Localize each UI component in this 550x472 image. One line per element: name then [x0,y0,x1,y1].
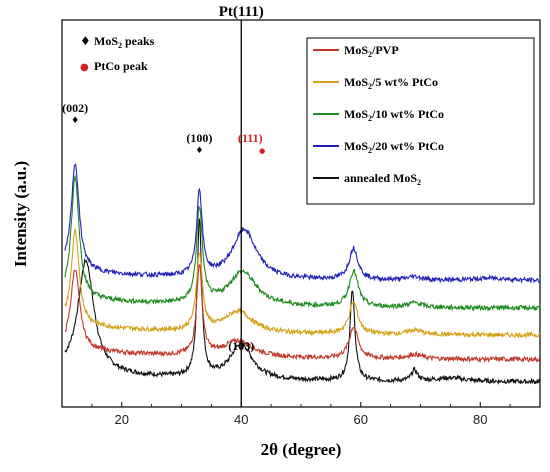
annotation-marker-0: ♦ [71,116,79,126]
legend-label-3: MoS2/20 wt% PtCo [344,139,444,155]
annotation-marker-1: ♦ [195,146,203,156]
series-layer [64,163,541,385]
annotation-label-1: (100) [186,131,212,145]
marker-key-symbol-1: ● [80,62,89,73]
annotation-label-4: (103) [228,339,254,353]
marker-key: ♦ MoS2 peaks ● PtCo peak [80,34,155,73]
legend-label-2: MoS2/10 wt% PtCo [344,107,444,123]
legend-box [306,37,535,205]
x-axis-title: 2θ (degree) [261,440,342,459]
y-axis-title: Intensity (a.u.) [11,161,30,267]
marker-key-symbol-0: ♦ [80,34,91,48]
x-tick-label: 60 [354,412,368,427]
annotation-label-2: (111) [238,131,263,145]
legend-label-1: MoS2/5 wt% PtCo [344,75,438,91]
x-tick-label: 80 [473,412,487,427]
x-axis-ticks: 20 40 60 80 [61,402,541,427]
pt111-reference-label: Pt(111) [219,4,264,20]
series-line-3 [64,163,541,284]
x-tick-label: 20 [115,412,129,427]
series-line-2 [64,174,541,312]
series-line-1 [64,227,541,339]
legend: MoS2/PVP MoS2/5 wt% PtCo MoS2/10 wt% PtCo M… [306,37,535,205]
legend-label-0: MoS2/PVP [344,43,399,59]
legend-label-4: annealed MoS2 [344,171,421,187]
plot-area: Pt(111) (002)♦(100)♦(111)●(110)♦(103) 20… [61,4,541,427]
marker-key-label-1: PtCo peak [94,59,148,73]
annotation-label-0: (002) [62,101,88,115]
annotation-marker-2: ● [259,147,265,155]
x-tick-label: 40 [234,412,248,427]
marker-key-label-0: MoS2 peaks [94,34,155,50]
series-line-0 [65,264,541,364]
series-line-4 [64,218,541,385]
